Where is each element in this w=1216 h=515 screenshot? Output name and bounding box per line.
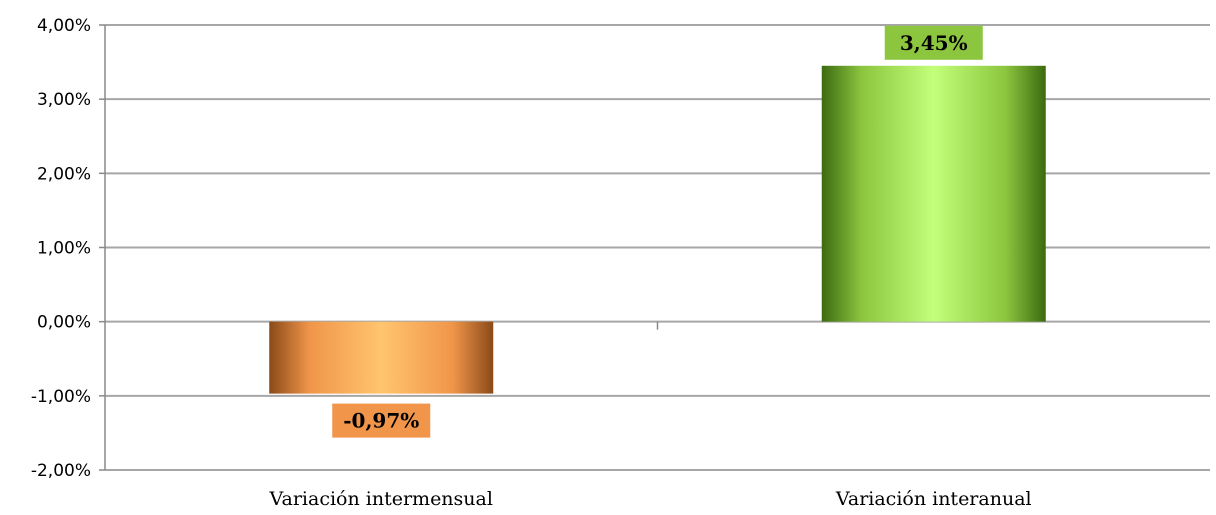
y-tick-label: 4,00% <box>37 16 91 36</box>
data-label: 3,45% <box>900 31 968 55</box>
y-tick-label: -2,00% <box>31 461 91 481</box>
data-label-box <box>884 25 983 60</box>
y-tick-label: 1,00% <box>37 239 91 259</box>
x-category-label: Variación intermensual <box>269 488 493 510</box>
data-label-box <box>332 403 431 438</box>
y-tick-label: 0,00% <box>37 313 91 333</box>
bars <box>269 65 1046 394</box>
axes <box>99 24 659 471</box>
y-tick-label: 3,00% <box>37 90 91 110</box>
bar-positive <box>821 65 1046 322</box>
labels: 4,00% 3,00% 2,00% 1,00% 0,00% -1,00% -2,00% -0,… <box>31 16 1032 510</box>
y-tick-label: -1,00% <box>31 387 91 407</box>
data-label: -0,97% <box>343 409 419 433</box>
bar-negative <box>269 321 494 394</box>
x-category-label: Variación interanual <box>835 488 1032 510</box>
y-tick-label: 2,00% <box>37 164 91 184</box>
